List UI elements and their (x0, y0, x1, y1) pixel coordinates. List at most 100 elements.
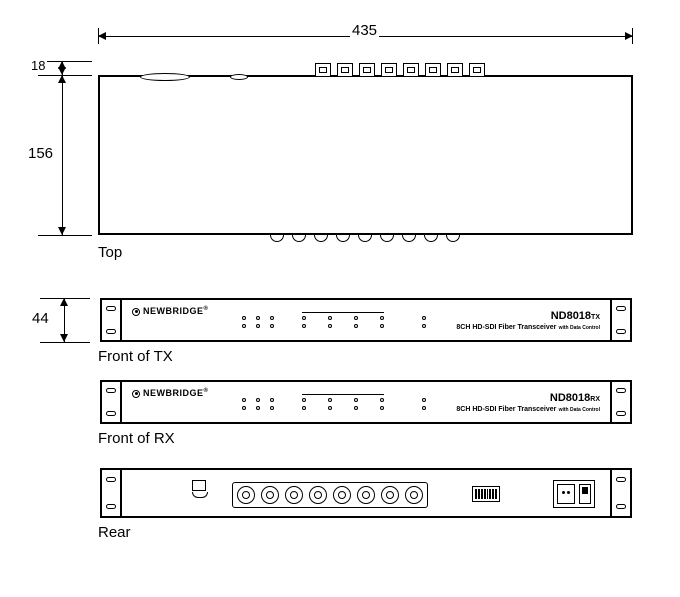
led-indicator (354, 316, 358, 320)
led-indicator (242, 324, 246, 328)
dim-width-label: 435 (350, 22, 379, 39)
rear-label: Rear (98, 524, 131, 541)
led-indicator (422, 324, 426, 328)
rack-ear-right (610, 380, 632, 424)
led-indicator (256, 316, 260, 320)
model-name-tx: ND8018 (551, 310, 591, 322)
ear-hole (106, 329, 116, 334)
led-group (302, 394, 384, 410)
dip-sw (484, 489, 486, 499)
bottom-bump (446, 235, 460, 242)
led-indicator (270, 316, 274, 320)
dip-sw (489, 489, 491, 499)
ear-hole (616, 411, 626, 416)
led-indicator (328, 398, 332, 402)
model-suffix-tx: TX (591, 314, 600, 321)
rack-ear-left (100, 468, 122, 518)
brand-logo: NEWBRIDGE® (132, 306, 208, 316)
ear-hole (106, 388, 116, 393)
bottom-bump (402, 235, 416, 242)
top-connector (359, 63, 375, 77)
led-indicator (242, 316, 246, 320)
brand-text: NEWBRIDGE (143, 388, 204, 398)
led-indicator (380, 406, 384, 410)
top-view-label: Top (98, 244, 122, 261)
top-connector (381, 63, 397, 77)
brand-reg: ® (204, 306, 209, 312)
ear-hole (616, 477, 626, 482)
bnc-connector (261, 486, 279, 504)
bottom-bump (380, 235, 394, 242)
dip-switch (472, 486, 500, 502)
ear-hole (106, 504, 116, 509)
dip-sw (495, 489, 497, 499)
brand-text: NEWBRIDGE (143, 306, 204, 316)
led-indicator (302, 324, 306, 328)
brand-icon (132, 308, 140, 316)
rack-ear-left (100, 298, 122, 342)
led-indicator (422, 398, 426, 402)
led-indicator (256, 324, 260, 328)
led-indicator (256, 406, 260, 410)
led-indicator (380, 398, 384, 402)
led-indicator (328, 406, 332, 410)
model-name-rx: ND8018 (550, 392, 590, 404)
model-desc-sub: with Data Control (559, 407, 600, 413)
brand-reg: ® (204, 388, 209, 394)
ear-hole (106, 411, 116, 416)
led-indicator (354, 398, 358, 402)
ear-hole (106, 306, 116, 311)
brand-logo: NEWBRIDGE® (132, 388, 208, 398)
top-connectors-row (315, 77, 485, 91)
led-indicator (328, 324, 332, 328)
dim-depth-label: 156 (26, 145, 55, 162)
power-switch (579, 484, 591, 504)
top-view-panel (98, 75, 633, 235)
top-connector (337, 63, 353, 77)
iec-inlet (557, 484, 575, 504)
technical-drawing: 435 18 156 T (20, 20, 660, 580)
led-indicator (302, 406, 306, 410)
top-oval-feature (230, 74, 248, 80)
led-row-3 (422, 398, 426, 410)
led-indicator (354, 406, 358, 410)
dim-depth-arrow (62, 75, 63, 235)
top-connector (403, 63, 419, 77)
bnc-connector (357, 486, 375, 504)
dim-rack-arrow (64, 298, 65, 342)
led-row-1 (242, 398, 274, 410)
bottom-bump (358, 235, 372, 242)
ear-hole (616, 504, 626, 509)
rack-ear-left (100, 380, 122, 424)
top-connector (469, 63, 485, 77)
model-desc: 8CH HD-SDI Fiber Transceiver (456, 324, 556, 331)
led-indicator (242, 398, 246, 402)
dim-rack-label: 44 (30, 310, 51, 327)
led-indicator (270, 324, 274, 328)
ear-hole (616, 306, 626, 311)
bnc-connector (381, 486, 399, 504)
dip-sw (487, 489, 489, 499)
model-desc-sub: with Data Control (559, 325, 600, 331)
dip-sw (481, 489, 483, 499)
bnc-connector (285, 486, 303, 504)
led-indicator (354, 324, 358, 328)
model-block-rx: ND8018RX 8CH HD-SDI Fiber Transceiver wi… (456, 392, 600, 413)
bnc-group (232, 482, 428, 508)
led-indicator (270, 406, 274, 410)
bottom-bump (314, 235, 328, 242)
led-group (302, 312, 384, 328)
bnc-connector (309, 486, 327, 504)
led-indicator (256, 398, 260, 402)
led-indicator (380, 316, 384, 320)
led-indicator (422, 316, 426, 320)
led-indicator (270, 398, 274, 402)
model-block-tx: ND8018TX 8CH HD-SDI Fiber Transceiver wi… (456, 310, 600, 331)
top-connector (315, 63, 331, 77)
ear-hole (616, 388, 626, 393)
bottom-bump (292, 235, 306, 242)
dim-18-arrow (62, 61, 63, 75)
led-row-3 (422, 316, 426, 328)
led-indicator (302, 398, 306, 402)
led-indicator (380, 324, 384, 328)
